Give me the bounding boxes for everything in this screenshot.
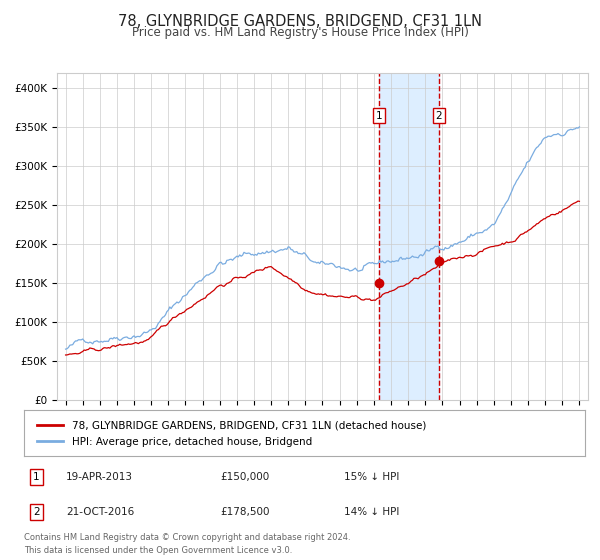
- Legend: 78, GLYNBRIDGE GARDENS, BRIDGEND, CF31 1LN (detached house), HPI: Average price,: 78, GLYNBRIDGE GARDENS, BRIDGEND, CF31 1…: [32, 415, 431, 452]
- Text: £150,000: £150,000: [220, 473, 269, 482]
- Text: 1: 1: [376, 111, 382, 121]
- Text: 1: 1: [33, 473, 40, 482]
- Text: 19-APR-2013: 19-APR-2013: [66, 473, 133, 482]
- Bar: [379, 73, 439, 400]
- Text: 78, GLYNBRIDGE GARDENS, BRIDGEND, CF31 1LN: 78, GLYNBRIDGE GARDENS, BRIDGEND, CF31 1…: [118, 14, 482, 29]
- Text: Price paid vs. HM Land Registry's House Price Index (HPI): Price paid vs. HM Land Registry's House …: [131, 26, 469, 39]
- Text: £178,500: £178,500: [220, 507, 270, 517]
- Text: 15% ↓ HPI: 15% ↓ HPI: [344, 473, 399, 482]
- Text: 21-OCT-2016: 21-OCT-2016: [66, 507, 134, 517]
- Text: 14% ↓ HPI: 14% ↓ HPI: [344, 507, 399, 517]
- Text: 2: 2: [436, 111, 442, 121]
- Text: Contains HM Land Registry data © Crown copyright and database right 2024.
This d: Contains HM Land Registry data © Crown c…: [24, 533, 350, 554]
- Text: 2: 2: [33, 507, 40, 517]
